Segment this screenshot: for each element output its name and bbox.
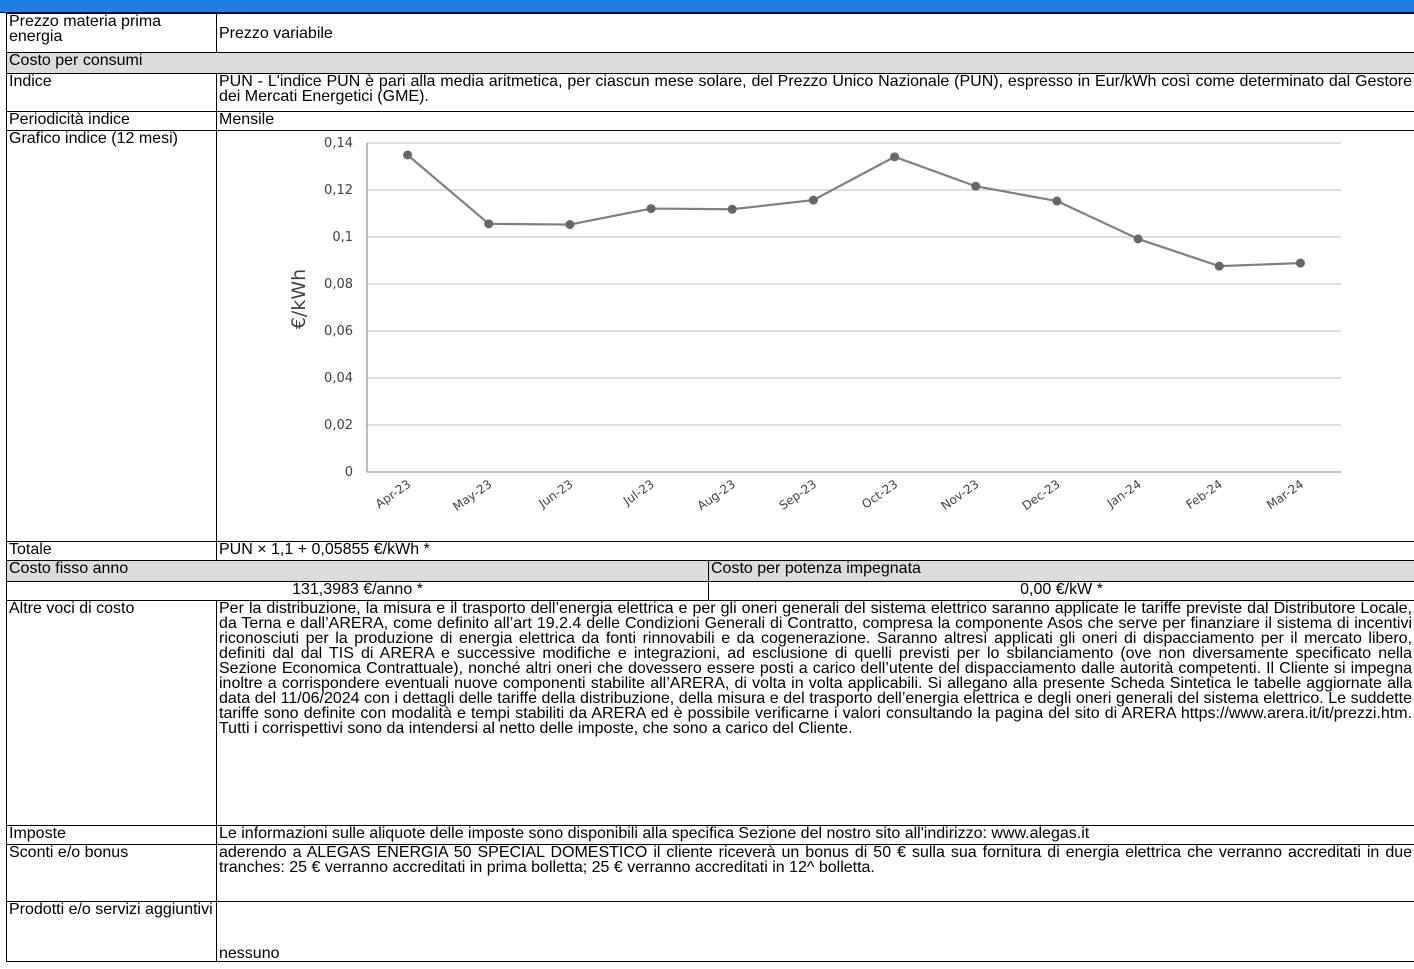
row-sconti: Sconti e/o bonus aderendo a ALEGAS ENERG…	[6, 844, 1414, 902]
sconti-label: Sconti e/o bonus	[6, 844, 217, 902]
altre-voci-value: Per la distribuzione, la misura e il tra…	[215, 600, 1414, 826]
offer-table: Prezzo materia prima energia Prezzo vari…	[5, 13, 1414, 962]
y-tick-label: 0,08	[324, 277, 353, 292]
y-tick-label: 0,06	[324, 324, 353, 339]
x-tick-label: Jul-23	[620, 477, 657, 509]
altre-voci-label: Altre voci di costo	[6, 600, 217, 826]
series-line	[406, 154, 1301, 268]
row-totale: Totale PUN × 1,1 + 0,05855 €/kWh *	[6, 541, 1414, 561]
x-tick-label: Oct-23	[859, 477, 900, 512]
costo-fisso-label: Costo fisso anno	[6, 560, 709, 582]
row-grafico: Grafico indice (12 mesi) 0 0,02 0,04 0,06 0,…	[6, 130, 1414, 542]
y-tick-label: 0,1	[332, 230, 353, 245]
imposte-label: Imposte	[6, 825, 217, 845]
prodotti-value: nessuno	[215, 901, 1414, 962]
x-tick-label: Apr-23	[373, 477, 413, 511]
x-tick-label: Jun-23	[535, 477, 575, 511]
indice-label: Indice	[6, 73, 217, 112]
x-tick-labels: Apr-23 May-23 Jun-23 Jul-23 Aug-23 Sep-23 Oct-…	[373, 477, 1306, 514]
data-point	[1052, 196, 1062, 206]
costo-potenza-value: 0,00 €/kW *	[707, 581, 1414, 601]
y-tick-label: 0,02	[324, 418, 353, 433]
x-tick-label: May-23	[450, 477, 494, 514]
prezzo-materia-label: Prezzo materia prima energia	[6, 13, 217, 53]
periodicita-label: Periodicità indice	[6, 111, 217, 131]
prodotti-label: Prodotti e/o servizi aggiuntivi	[6, 901, 217, 962]
sconti-value: aderendo a ALEGAS ENERGIA 50 SPECIAL DOM…	[215, 844, 1414, 902]
costo-consumi-header: Costo per consumi	[5, 52, 1414, 74]
y-tick-label: 0,12	[324, 183, 353, 198]
chart-cell: 0 0,02 0,04 0,06 0,08 0,1 0,12 0,14 Apr-23 May-2…	[215, 130, 1414, 542]
y-tick-label: 0,14	[324, 136, 353, 151]
data-point	[1295, 258, 1305, 268]
series-pun	[403, 150, 1305, 271]
chart-grid	[366, 142, 1341, 473]
data-point	[1214, 261, 1224, 271]
y-tick-label: 0	[345, 465, 353, 480]
row-costi-header: Costo fisso anno Costo per potenza impeg…	[6, 560, 1414, 582]
y-tick-label: 0,04	[324, 371, 353, 386]
x-tick-label: Sep-23	[777, 477, 820, 513]
row-imposte: Imposte Le informazioni sulle aliquote d…	[6, 825, 1414, 845]
costo-fisso-value: 131,3983 €/anno *	[6, 581, 709, 601]
y-tick-labels: 0 0,02 0,04 0,06 0,08 0,1 0,12 0,14	[324, 136, 353, 480]
row-periodicita: Periodicità indice Mensile	[6, 111, 1414, 131]
prezzo-materia-value: Prezzo variabile	[215, 13, 1414, 53]
data-point	[565, 220, 575, 230]
offer-summary-sheet: Prezzo materia prima energia Prezzo vari…	[5, 13, 1414, 962]
x-tick-label: Dec-23	[1020, 477, 1063, 513]
grafico-label: Grafico indice (12 mesi)	[6, 130, 217, 542]
data-point	[484, 219, 494, 229]
x-tick-label: Mar-24	[1264, 477, 1306, 512]
data-point	[971, 181, 981, 191]
x-tick-label: Feb-24	[1183, 477, 1225, 512]
row-costi-values: 131,3983 €/anno * 0,00 €/kW *	[6, 581, 1414, 601]
data-point	[727, 204, 737, 214]
costo-potenza-label: Costo per potenza impegnata	[707, 560, 1414, 582]
data-point	[890, 152, 900, 162]
y-axis-label: €/kWh	[288, 269, 310, 329]
indice-value: PUN - L'indice PUN è pari alla media ari…	[215, 73, 1414, 112]
pun-line-chart: 0 0,02 0,04 0,06 0,08 0,1 0,12 0,14 Apr-23 May-2…	[288, 136, 1341, 514]
data-point	[808, 195, 818, 205]
row-prodotti: Prodotti e/o servizi aggiuntivi nessuno	[6, 901, 1414, 962]
totale-value: PUN × 1,1 + 0,05855 €/kWh *	[215, 541, 1414, 561]
x-tick-label: Nov-23	[938, 477, 981, 513]
imposte-value: Le informazioni sulle aliquote delle imp…	[215, 825, 1414, 845]
x-tick-label: Jan-24	[1104, 477, 1144, 511]
row-prezzo-materia: Prezzo materia prima energia Prezzo vari…	[6, 13, 1414, 53]
header-bar	[0, 0, 1414, 13]
row-altre-voci: Altre voci di costo Per la distribuzione…	[6, 600, 1414, 826]
row-costo-consumi: Costo per consumi	[5, 52, 1414, 74]
row-indice: Indice PUN - L'indice PUN è pari alla me…	[6, 73, 1414, 112]
data-point	[403, 150, 413, 160]
data-point	[646, 204, 656, 214]
x-tick-label: Aug-23	[695, 477, 738, 513]
data-point	[1133, 234, 1143, 244]
periodicita-value: Mensile	[215, 111, 1414, 131]
totale-label: Totale	[6, 541, 217, 561]
